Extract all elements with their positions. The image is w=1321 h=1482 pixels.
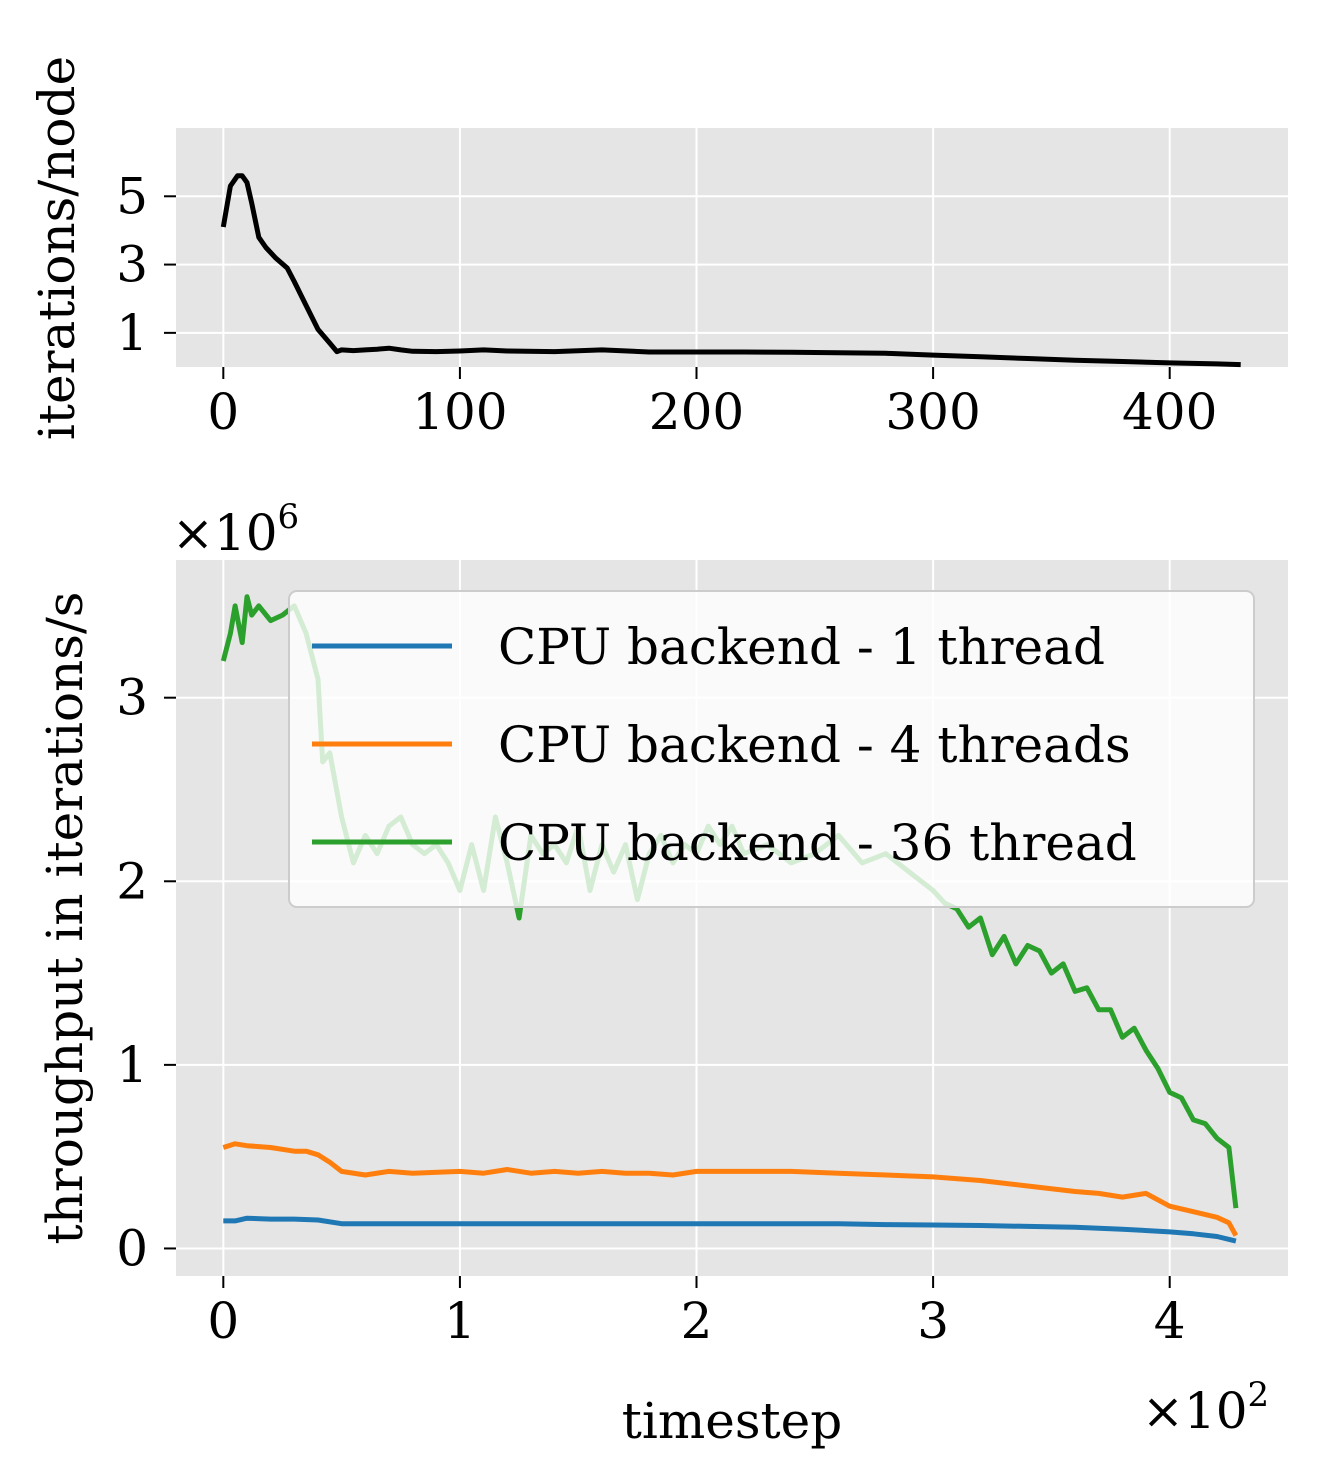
top-series bbox=[220, 173, 1241, 368]
legend-entries: CPU backend - 1 thread CPU backend - 4 th… bbox=[312, 618, 1137, 872]
bottom-x-tick-label: 1 bbox=[444, 1292, 476, 1350]
bottom-series-line-0 bbox=[223, 1215, 1237, 1244]
x-offset-label: ×102 bbox=[1142, 1375, 1269, 1440]
bottom-y-tick-label: 3 bbox=[116, 669, 148, 727]
bottom-x-axis-title: timestep bbox=[622, 1392, 842, 1450]
top-grid bbox=[176, 128, 1288, 367]
top-y-tick-label: 5 bbox=[116, 167, 148, 225]
top-chart: 0 100 200 300 400 1 3 5 iterations/node bbox=[28, 56, 1288, 441]
legend-label-2: CPU backend - 36 thread bbox=[498, 814, 1137, 872]
y-offset-exponent: 6 bbox=[278, 497, 300, 537]
bottom-series-line-1 bbox=[222, 1141, 1239, 1237]
top-x-tick-label: 100 bbox=[412, 383, 507, 441]
legend-label-1: CPU backend - 4 threads bbox=[498, 716, 1131, 774]
top-y-tick-label: 3 bbox=[116, 236, 148, 294]
top-x-tick-label: 300 bbox=[885, 383, 980, 441]
top-y-tick-label: 1 bbox=[116, 304, 148, 362]
legend: CPU backend - 1 thread CPU backend - 4 th… bbox=[288, 590, 1255, 908]
bottom-y-tick-label: 2 bbox=[116, 852, 148, 910]
bottom-x-tick-label: 3 bbox=[917, 1292, 949, 1350]
top-x-tick-label: 400 bbox=[1122, 383, 1217, 441]
bottom-y-axis-title: throughput in iterations/s bbox=[36, 592, 94, 1245]
bottom-x-tick-label: 4 bbox=[1154, 1292, 1186, 1350]
x-offset-exponent: 2 bbox=[1248, 1375, 1270, 1415]
top-ticks: 0 100 200 300 400 1 3 5 bbox=[116, 167, 1217, 441]
legend-label-0: CPU backend - 1 thread bbox=[498, 618, 1105, 676]
top-plot-background bbox=[176, 128, 1288, 367]
bottom-y-tick-label: 1 bbox=[116, 1036, 148, 1094]
bottom-x-tick-label: 0 bbox=[207, 1292, 239, 1350]
top-y-axis-title: iterations/node bbox=[28, 56, 86, 440]
legend-box bbox=[288, 590, 1255, 908]
top-x-tick-label: 0 bbox=[207, 383, 239, 441]
bottom-ticks: 0 1 2 3 4 0 1 2 3 bbox=[116, 669, 1185, 1350]
top-x-tick-label: 200 bbox=[649, 383, 744, 441]
bottom-y-tick-label: 0 bbox=[116, 1219, 148, 1277]
x-offset-base: ×10 bbox=[1142, 1382, 1248, 1440]
y-offset-base: ×10 bbox=[172, 504, 278, 562]
bottom-x-tick-label: 2 bbox=[681, 1292, 713, 1350]
top-series-line-0 bbox=[220, 173, 1241, 368]
y-offset-label: ×106 bbox=[172, 497, 299, 562]
